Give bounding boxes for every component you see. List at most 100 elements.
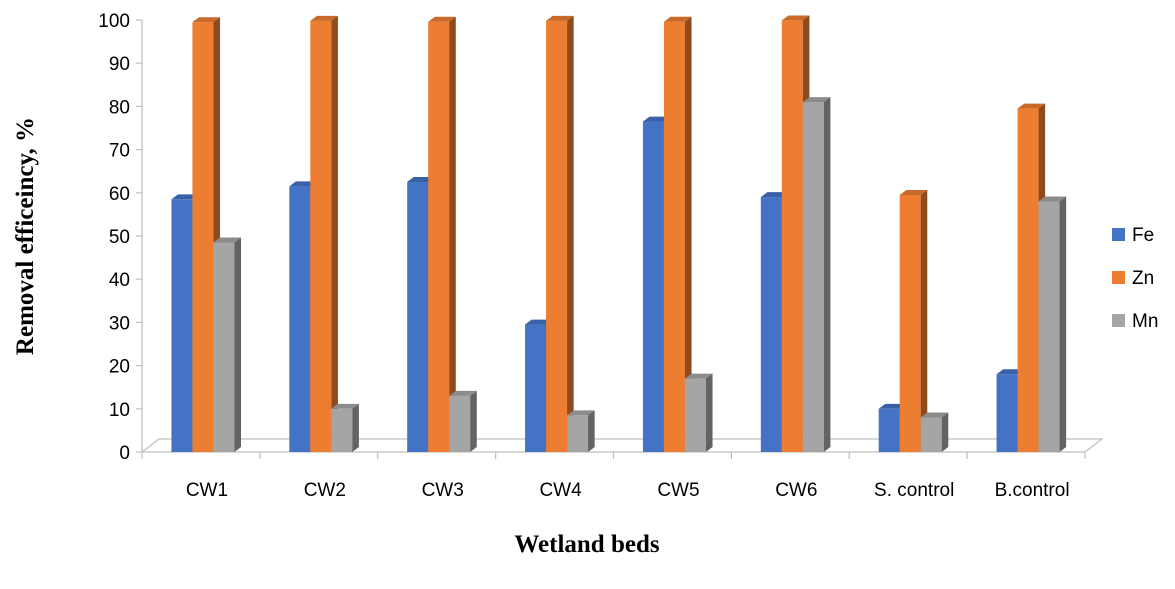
x-tick-label: CW6 bbox=[775, 480, 817, 501]
y-tick-label: 70 bbox=[109, 141, 130, 162]
bar-zn bbox=[1017, 108, 1039, 452]
y-tick-label: 20 bbox=[109, 357, 130, 378]
y-tick-label: 40 bbox=[109, 270, 130, 291]
bar-top-fe bbox=[289, 181, 317, 187]
y-tick-label: 60 bbox=[109, 184, 130, 205]
bar-top-zn bbox=[781, 15, 810, 21]
bar-top-fe bbox=[525, 319, 553, 325]
bar-mn bbox=[684, 378, 706, 452]
bar-top-fe bbox=[996, 369, 1025, 375]
bar-group bbox=[171, 17, 242, 453]
x-tick-label: CW5 bbox=[657, 480, 699, 501]
bar-group bbox=[996, 103, 1067, 453]
bar-side-mn bbox=[234, 237, 242, 452]
y-axis: 0 10 20 30 40 50 60 70 80 90 100 bbox=[98, 11, 143, 464]
y-tick-label: 30 bbox=[109, 313, 130, 334]
bar-side-zn bbox=[331, 15, 338, 452]
bar-top-mn bbox=[331, 403, 359, 409]
bar-group bbox=[878, 190, 949, 452]
bar-groups bbox=[171, 15, 1067, 453]
bar-fe bbox=[878, 408, 900, 452]
bar-top-zn bbox=[428, 16, 456, 22]
bar-side-zn bbox=[567, 15, 574, 452]
x-tick-label: CW2 bbox=[304, 480, 346, 501]
bar-top-mn bbox=[684, 373, 713, 379]
bar-zn bbox=[899, 194, 921, 452]
bar-mn bbox=[331, 408, 353, 452]
x-axis-title: Wetland beds bbox=[514, 531, 659, 558]
bar-side-mn bbox=[941, 412, 949, 452]
bar-top-fe bbox=[171, 194, 200, 200]
legend-label-mn: Mn bbox=[1132, 311, 1158, 332]
bar-mn bbox=[449, 395, 471, 452]
bar-group bbox=[760, 15, 831, 453]
y-tick-label: 80 bbox=[109, 97, 130, 118]
chart-floor bbox=[140, 438, 1104, 453]
bar-zn bbox=[192, 22, 214, 452]
bar-side-zn bbox=[449, 16, 456, 452]
y-axis-title: Removal efficeincy, % bbox=[12, 117, 39, 355]
bar-top-zn bbox=[546, 15, 574, 21]
bar-top-fe bbox=[878, 403, 907, 409]
bar-group bbox=[289, 15, 359, 452]
x-tick-label: S. control bbox=[874, 480, 954, 501]
bar-zn bbox=[546, 20, 568, 452]
bar-top-fe bbox=[760, 192, 789, 198]
bar-side-zn bbox=[684, 16, 692, 452]
bar-group bbox=[525, 15, 595, 452]
legend-swatch-zn bbox=[1112, 271, 1125, 284]
y-tick-label: 90 bbox=[109, 54, 130, 75]
bar-fe bbox=[407, 182, 429, 452]
bar-side-mn bbox=[823, 97, 831, 452]
x-tick-label: CW4 bbox=[539, 480, 582, 501]
bar-fe bbox=[642, 121, 664, 453]
bar-top-mn bbox=[1038, 196, 1067, 202]
x-tick-label: CW3 bbox=[422, 480, 464, 501]
bar-group bbox=[642, 16, 713, 453]
legend-label-zn: Zn bbox=[1132, 268, 1154, 289]
bar-side-mn bbox=[705, 373, 713, 452]
x-tick-label: B.control bbox=[995, 480, 1070, 501]
bar-top-mn bbox=[213, 237, 242, 243]
bar-fe bbox=[171, 199, 193, 452]
bar-top-mn bbox=[802, 97, 831, 103]
legend: Fe Zn Mn bbox=[1112, 225, 1158, 332]
bar-side-mn bbox=[588, 410, 595, 452]
bar-top-mn bbox=[920, 412, 949, 418]
y-tick-label: 50 bbox=[109, 227, 130, 248]
bar-top-mn bbox=[567, 410, 595, 416]
bar-fe bbox=[996, 374, 1018, 452]
bar-fe bbox=[289, 186, 311, 452]
y-tick-label: 100 bbox=[98, 11, 130, 32]
bar-top-mn bbox=[449, 390, 477, 396]
legend-label-fe: Fe bbox=[1132, 225, 1154, 246]
bar-side-mn bbox=[1059, 196, 1067, 452]
bar-side-zn bbox=[920, 190, 928, 452]
y-tick-label: 0 bbox=[119, 443, 130, 464]
bar-fe bbox=[760, 197, 782, 452]
bar-zn bbox=[663, 21, 685, 453]
bar-mn bbox=[567, 415, 589, 452]
x-axis: CW1 CW2 CW3 CW4 CW5 CW6 S. control B.control bbox=[141, 452, 1086, 501]
bar-top-zn bbox=[192, 17, 221, 23]
bar-zn bbox=[428, 21, 450, 453]
bar-side-mn bbox=[352, 403, 359, 452]
bar-top-zn bbox=[663, 16, 692, 22]
bar-top-zn bbox=[1017, 103, 1046, 109]
bar-top-zn bbox=[899, 190, 928, 195]
legend-swatch-fe bbox=[1112, 228, 1125, 241]
y-tick-label: 10 bbox=[109, 400, 130, 421]
bar-top-fe bbox=[407, 177, 435, 182]
bar-zn bbox=[781, 20, 803, 452]
legend-swatch-mn bbox=[1112, 314, 1125, 327]
bar-mn bbox=[213, 242, 235, 452]
bar-fe bbox=[525, 324, 547, 452]
x-tick-label: CW1 bbox=[186, 480, 228, 501]
bar-mn bbox=[802, 102, 824, 452]
bar-mn bbox=[920, 417, 942, 452]
bar-top-zn bbox=[310, 15, 338, 21]
bar-zn bbox=[310, 20, 332, 452]
bar-side-mn bbox=[470, 390, 477, 452]
floor-plane bbox=[140, 438, 1104, 453]
